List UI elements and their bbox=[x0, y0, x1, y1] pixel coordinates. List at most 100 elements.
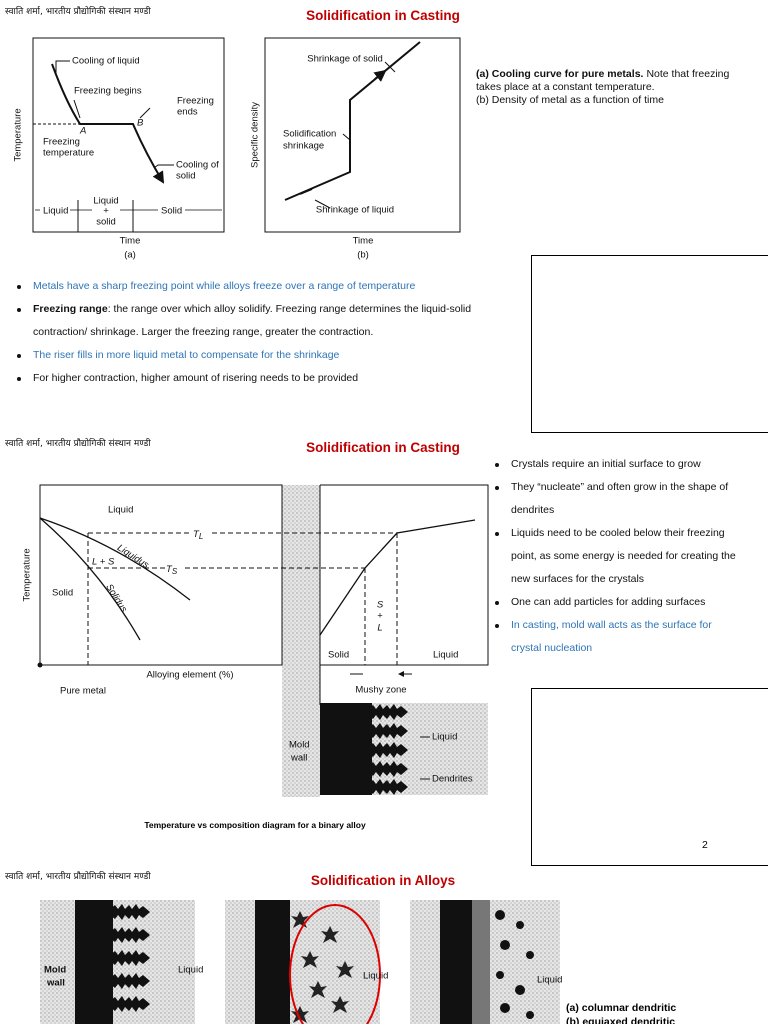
label: L bbox=[377, 623, 382, 634]
label: wall bbox=[46, 978, 65, 989]
label: S bbox=[377, 600, 384, 611]
image-caption: (a) columnar dendritic bbox=[566, 1002, 677, 1014]
label: S bbox=[172, 567, 178, 576]
axis-label: Time bbox=[120, 236, 141, 247]
figure-caption: Temperature vs composition diagram for a… bbox=[144, 820, 366, 830]
slide-title: Solidification in Casting bbox=[306, 440, 460, 455]
label: B bbox=[137, 118, 144, 129]
label: Solidification bbox=[283, 129, 336, 140]
phase-diagram bbox=[37, 484, 489, 797]
bullet-text: : the range over which alloy solidify. F… bbox=[33, 303, 472, 338]
bullet-text: One can add particles for adding surface… bbox=[511, 596, 706, 608]
label: Solid bbox=[52, 588, 73, 599]
label: Mushy zone bbox=[355, 685, 406, 696]
label: Liquid bbox=[433, 650, 458, 661]
label: Mold bbox=[289, 740, 310, 751]
bullet-item: Liquids need to be cooled below their fr… bbox=[493, 522, 743, 591]
bullet-item: Crystals require an initial surface to g… bbox=[493, 453, 743, 476]
header: स्वाति शर्मा, भारतीय प्रौद्योगिकी संस्था… bbox=[5, 7, 151, 17]
bullet-text: For higher contraction, higher amount of… bbox=[33, 372, 359, 384]
label: Mold bbox=[44, 965, 66, 976]
mold-figure bbox=[320, 703, 488, 795]
bullet-list: Crystals require an initial surface to g… bbox=[493, 453, 743, 660]
bullet-text: They “nucleate” and often grow in the sh… bbox=[511, 481, 729, 516]
bullet-dot bbox=[17, 377, 21, 381]
bullet-item: One can add particles for adding surface… bbox=[493, 591, 743, 614]
label: solid bbox=[176, 171, 196, 182]
label: Liquid bbox=[432, 732, 457, 743]
bullet-text: Metals have a sharp freezing point while… bbox=[33, 280, 416, 292]
slide-title: Solidification in Alloys bbox=[310, 873, 456, 888]
label: Liquid bbox=[108, 505, 133, 516]
label: temperature bbox=[43, 148, 94, 159]
axis-label: Time bbox=[353, 236, 374, 247]
empty-box bbox=[531, 688, 768, 866]
label: solid bbox=[96, 217, 116, 228]
label: Liquid bbox=[537, 975, 562, 986]
bullet-dot bbox=[495, 463, 499, 467]
label: Liquid bbox=[178, 965, 203, 976]
label: L + S bbox=[92, 557, 115, 568]
label: Solid bbox=[328, 650, 349, 661]
bullet-dot bbox=[17, 308, 21, 312]
caption-text: Note that freezing takes place at a cons… bbox=[476, 68, 730, 93]
axis-label: Alloying element (%) bbox=[146, 670, 233, 681]
image-caption: (b) equiaxed dendritic bbox=[566, 1016, 676, 1024]
bullet-text: In casting, mold wall acts as the surfac… bbox=[511, 619, 712, 654]
label: Solid bbox=[161, 206, 182, 217]
label: Shrinkage of liquid bbox=[316, 205, 394, 216]
label: Solidus bbox=[103, 582, 129, 614]
label: shrinkage bbox=[283, 141, 324, 152]
axis-label: Specific density bbox=[250, 102, 261, 168]
figure-caption: (a) Cooling curve for pure metals. Note t… bbox=[476, 68, 738, 107]
bullet-item: Metals have a sharp freezing point while… bbox=[15, 275, 503, 298]
bullet-text: Liquids need to be cooled below their fr… bbox=[511, 527, 736, 585]
figure-a bbox=[32, 37, 225, 233]
label: Pure metal bbox=[60, 686, 106, 697]
figure-tag: (b) bbox=[357, 250, 369, 261]
bullet-dot bbox=[495, 532, 499, 536]
label: Liquid bbox=[93, 196, 118, 207]
label: + bbox=[103, 206, 109, 217]
label: T bbox=[193, 529, 200, 540]
page-number: 2 bbox=[702, 839, 708, 851]
bullet-dot bbox=[495, 624, 499, 628]
bullet-item: For higher contraction, higher amount of… bbox=[15, 367, 503, 390]
bullet-bold: Freezing range bbox=[33, 303, 108, 315]
label: A bbox=[79, 126, 86, 137]
alloy-images bbox=[40, 900, 560, 1024]
bullet-dot bbox=[17, 285, 21, 289]
label: Liquidus bbox=[115, 542, 151, 571]
caption-text: (b) Density of metal as a function of ti… bbox=[476, 94, 664, 106]
label: Cooling of bbox=[176, 160, 219, 171]
bullet-dot bbox=[495, 601, 499, 605]
bullet-item: Freezing range: the range over which all… bbox=[15, 298, 503, 344]
bullet-list: Metals have a sharp freezing point while… bbox=[15, 275, 503, 390]
label: T bbox=[166, 564, 173, 575]
bullet-item: They “nucleate” and often grow in the sh… bbox=[493, 476, 743, 522]
bullet-text: The riser fills in more liquid metal to … bbox=[33, 349, 340, 361]
figure-tag: (a) bbox=[124, 250, 136, 261]
label: Cooling of liquid bbox=[72, 56, 140, 67]
label: Liquid bbox=[43, 206, 68, 217]
slide-title: Solidification in Casting bbox=[306, 8, 460, 23]
label: Liquid bbox=[363, 971, 388, 982]
label: TS bbox=[166, 564, 178, 577]
axis-label: Temperature bbox=[22, 548, 33, 601]
bullet-dot bbox=[17, 354, 21, 358]
header: स्वाति शर्मा, भारतीय प्रौद्योगिकी संस्था… bbox=[5, 439, 151, 449]
bullet-text: Crystals require an initial surface to g… bbox=[511, 458, 701, 470]
label: wall bbox=[290, 753, 307, 764]
label: TL bbox=[193, 529, 203, 542]
bullet-item: The riser fills in more liquid metal to … bbox=[15, 344, 503, 367]
label: Freezing bbox=[177, 96, 214, 107]
label: + bbox=[377, 611, 383, 622]
bullet-item: In casting, mold wall acts as the surfac… bbox=[493, 614, 743, 660]
label: ends bbox=[177, 107, 198, 118]
header: स्वाति शर्मा, भारतीय प्रौद्योगिकी संस्था… bbox=[5, 872, 151, 882]
axis-label: Temperature bbox=[13, 108, 24, 161]
label: Freezing bbox=[43, 137, 80, 148]
label: Freezing begins bbox=[74, 86, 142, 97]
